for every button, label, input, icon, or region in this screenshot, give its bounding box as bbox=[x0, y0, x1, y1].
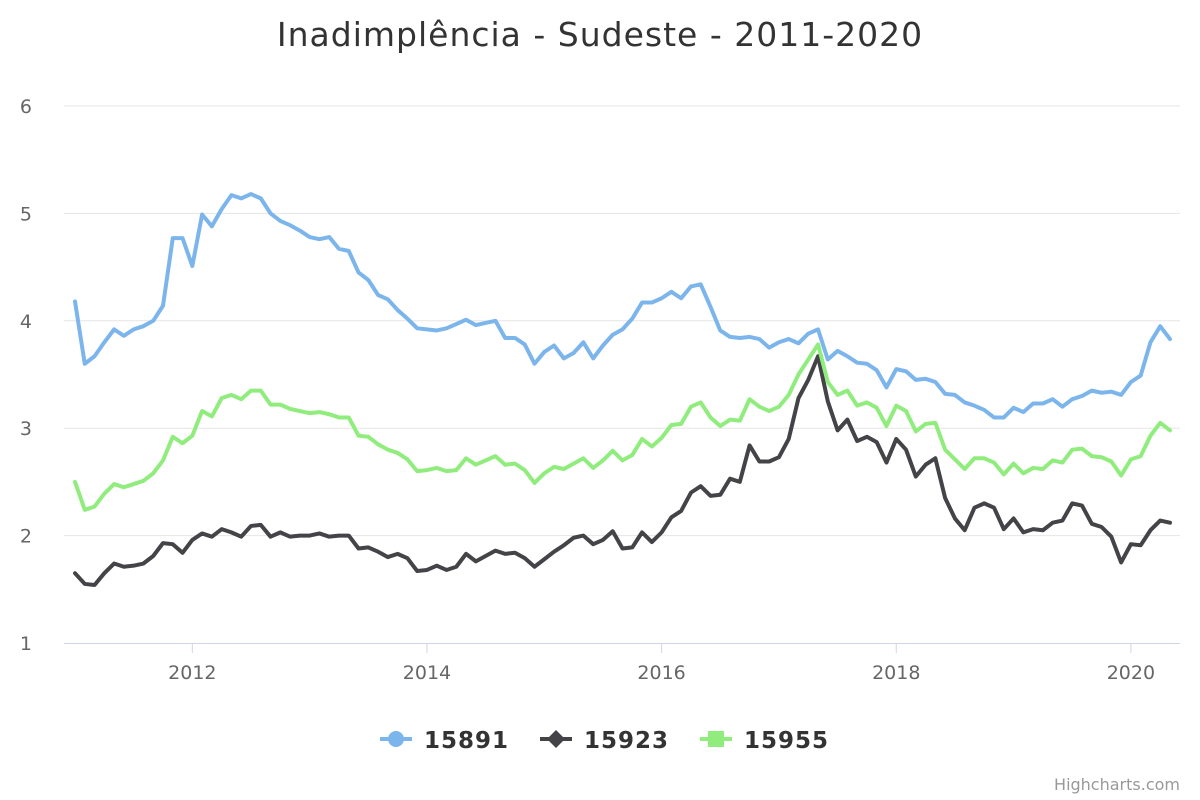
legend-label: 15955 bbox=[744, 728, 829, 754]
legend-item-15955[interactable]: 15955 bbox=[700, 728, 829, 754]
y-tick-label: 6 bbox=[20, 96, 32, 118]
y-tick-label: 1 bbox=[20, 633, 32, 655]
grid-lines bbox=[64, 105, 1180, 537]
chart-title: Inadimplência - Sudeste - 2011-2020 bbox=[277, 15, 923, 54]
series-line-15923[interactable] bbox=[73, 354, 1172, 587]
series-group bbox=[73, 192, 1172, 587]
legend-marker-square bbox=[708, 731, 724, 747]
y-tick-label: 3 bbox=[20, 418, 32, 440]
y-tick-label: 2 bbox=[20, 526, 32, 548]
series-line-15955[interactable] bbox=[73, 342, 1172, 512]
legend: 15891 15923 15955 bbox=[380, 728, 829, 754]
legend-item-15891[interactable]: 15891 bbox=[380, 728, 509, 754]
legend-label: 15891 bbox=[424, 728, 509, 754]
x-tick-label: 2016 bbox=[637, 662, 685, 684]
x-axis: 2012 2014 2016 2018 2020 bbox=[64, 643, 1180, 684]
x-tick-label: 2018 bbox=[872, 662, 920, 684]
legend-item-15923[interactable]: 15923 bbox=[540, 728, 669, 754]
y-tick-label: 5 bbox=[20, 203, 32, 225]
x-tick-label: 2020 bbox=[1107, 662, 1155, 684]
legend-label: 15923 bbox=[584, 728, 669, 754]
legend-marker-diamond bbox=[547, 730, 565, 748]
x-tick-label: 2012 bbox=[168, 662, 216, 684]
y-tick-label: 4 bbox=[20, 311, 32, 333]
credits-label[interactable]: Highcharts.com bbox=[1054, 775, 1180, 794]
y-axis-labels: 1 2 3 4 5 6 bbox=[20, 96, 32, 655]
series-line-15891[interactable] bbox=[73, 192, 1172, 420]
x-tick-label: 2014 bbox=[403, 662, 451, 684]
legend-marker-circle bbox=[388, 731, 404, 747]
